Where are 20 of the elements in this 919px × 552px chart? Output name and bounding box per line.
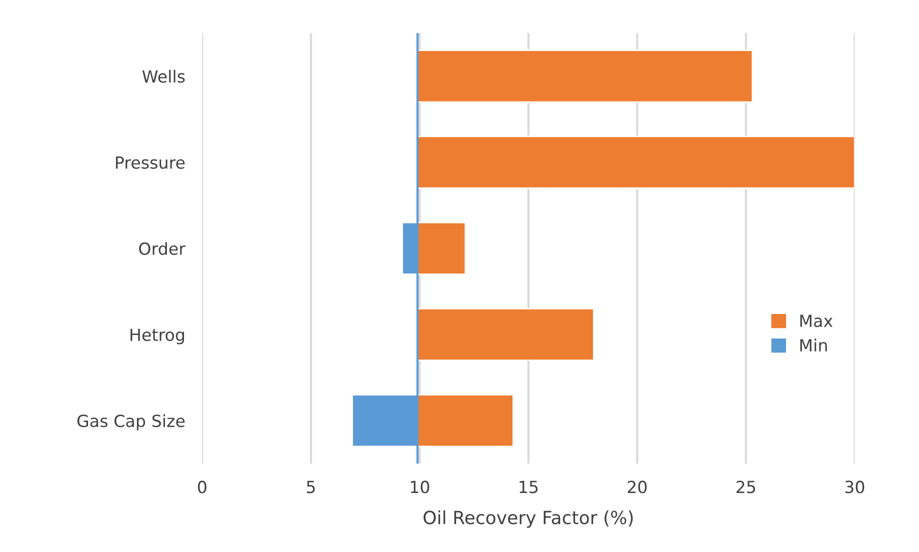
bar bbox=[416, 308, 594, 362]
x-tick-label: 10 bbox=[410, 480, 430, 494]
bar bbox=[416, 394, 514, 448]
y-tick-label: Pressure bbox=[116, 156, 185, 169]
y-tick-label: Hetrog bbox=[130, 328, 184, 344]
x-tick-label: 30 bbox=[845, 480, 864, 494]
bar bbox=[416, 50, 754, 103]
x-tick-label: 5 bbox=[306, 480, 315, 494]
y-tick-label: Gas Cap Size bbox=[77, 414, 185, 430]
x-axis-title: Oil Recovery Factor (%) bbox=[424, 510, 633, 528]
x-tick-label: 25 bbox=[736, 480, 756, 494]
y-tick-label: Wells bbox=[142, 70, 185, 83]
legend-label: Max bbox=[800, 314, 833, 328]
x-tick-label: 15 bbox=[520, 480, 538, 494]
x-tick-label: 20 bbox=[628, 480, 647, 494]
bar bbox=[416, 222, 466, 275]
y-tick-label: Order bbox=[139, 242, 186, 255]
bar bbox=[416, 136, 855, 189]
x-tick-label: 0 bbox=[198, 480, 206, 494]
legend-label: Min bbox=[800, 338, 827, 352]
